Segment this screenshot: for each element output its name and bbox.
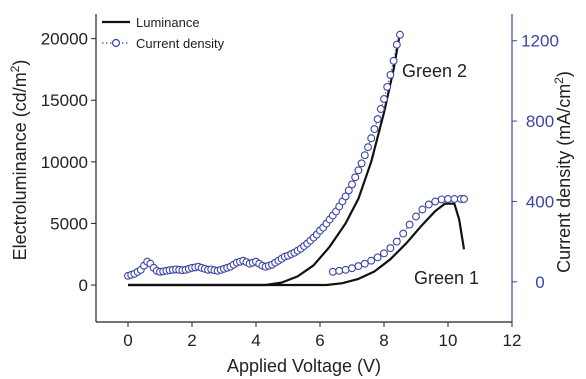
current-point-green-1 (367, 256, 376, 265)
current-point-green-1 (341, 265, 350, 274)
current-point-green-2 (389, 56, 398, 65)
x-axis-title: Applied Voltage (V) (227, 356, 381, 376)
luminance-line-green-1 (128, 202, 466, 287)
current-line-green-2 (127, 34, 401, 277)
current-point-green-1 (348, 264, 356, 273)
current-point-green-1 (354, 262, 363, 271)
current-point-green-2 (373, 115, 382, 124)
current-point-green-1 (424, 200, 433, 209)
current-point-green-1 (405, 220, 414, 229)
current-point-green-1 (418, 205, 427, 214)
current-point-green-2 (386, 70, 395, 79)
y-axis-left-title-sup: 2 (8, 65, 22, 72)
current-point-green-1 (399, 229, 408, 238)
legend-current-label: Current density (136, 36, 225, 51)
current-point-green-1 (431, 197, 440, 206)
legend-luminance-label: Luminance (136, 15, 200, 30)
current-line-green-1 (332, 198, 464, 273)
y-axis-right-title: Current density (mA/cm2) (552, 71, 574, 273)
current-point-green-1 (360, 259, 369, 268)
x-tick-label: 10 (439, 331, 458, 350)
current-point-green-2 (396, 30, 404, 39)
x-tick-label: 12 (503, 331, 522, 350)
current-point-green-2 (380, 95, 388, 103)
current-point-green-1 (335, 266, 344, 275)
current-point-green-2 (392, 40, 401, 49)
current-point-green-2 (383, 82, 392, 91)
current-point-green-2 (344, 186, 353, 195)
y-left-tick-label: 5000 (50, 214, 88, 233)
legend-current-swatch-marker (111, 38, 121, 48)
x-tick-label: 8 (379, 331, 388, 350)
annotation-green-2: Green 2 (402, 61, 467, 81)
x-tick-label: 2 (187, 331, 196, 350)
current-point-green-2 (364, 143, 372, 152)
y-right-tick-label: 400 (526, 192, 554, 211)
current-point-green-1 (437, 195, 446, 204)
current-point-green-2 (348, 180, 356, 189)
axis-layer: 0 2 4 6 8 10 12 0 5000 10000 15000 20000 0 400 800 1200 (41, 14, 559, 350)
current-point-green-2 (360, 151, 369, 160)
current-point-green-2 (351, 173, 360, 182)
current-point-green-2 (357, 159, 366, 168)
annotation-green-1: Green 1 (414, 268, 479, 288)
current-point-green-2 (341, 192, 350, 201)
y-left-tick-label: 15000 (41, 91, 88, 110)
y-axis-right-title-sup: 2 (552, 77, 566, 84)
y-left-tick-label: 10000 (41, 153, 88, 172)
current-point-green-1 (450, 195, 459, 203)
y-left-tick-label: 20000 (41, 30, 88, 49)
current-point-green-2 (354, 166, 363, 175)
legend: Luminance Current density (102, 15, 225, 51)
current-point-green-1 (460, 195, 468, 203)
current-point-green-1 (328, 267, 337, 276)
x-tick-label: 4 (251, 331, 260, 350)
current-point-green-1 (380, 249, 388, 258)
plot-layer (124, 30, 468, 287)
y-axis-left-title: Electroluminance (cd/m2) (8, 60, 30, 261)
current-point-green-2 (367, 134, 376, 143)
current-point-green-1 (373, 253, 382, 262)
y-right-tick-label: 800 (526, 112, 554, 131)
current-point-green-1 (412, 212, 420, 221)
x-tick-label: 6 (315, 331, 324, 350)
current-point-green-2 (376, 105, 385, 113)
current-point-green-1 (392, 237, 401, 246)
x-tick-label: 0 (123, 331, 132, 350)
y-right-tick-label: 0 (535, 273, 544, 292)
y-right-tick-label: 1200 (521, 32, 559, 51)
y-left-tick-label: 0 (79, 276, 88, 295)
current-point-green-1 (386, 244, 395, 253)
current-point-green-2 (370, 125, 379, 134)
current-point-green-1 (444, 195, 452, 203)
luminance-line-green-2 (128, 32, 402, 287)
